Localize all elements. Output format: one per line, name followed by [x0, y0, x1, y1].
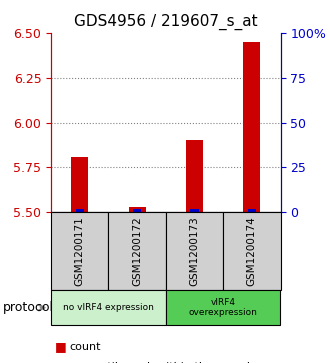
Text: GSM1200174: GSM1200174	[247, 216, 257, 286]
Bar	[243, 42, 260, 212]
Text: percentile rank within the sample: percentile rank within the sample	[69, 362, 257, 363]
Text: protocol: protocol	[3, 301, 54, 314]
Text: no vIRF4 expression: no vIRF4 expression	[63, 303, 154, 312]
Bar	[129, 207, 146, 212]
Text: GSM1200172: GSM1200172	[132, 216, 142, 286]
Bar	[186, 140, 203, 212]
Bar	[248, 209, 256, 212]
Bar	[133, 209, 142, 212]
Text: ■: ■	[54, 360, 66, 363]
Bar	[190, 209, 199, 212]
Text: ■: ■	[54, 340, 66, 353]
Text: GSM1200171: GSM1200171	[75, 216, 85, 286]
Text: GSM1200173: GSM1200173	[189, 216, 200, 286]
Title: GDS4956 / 219607_s_at: GDS4956 / 219607_s_at	[74, 14, 258, 30]
Text: count: count	[69, 342, 101, 352]
Bar	[76, 209, 84, 212]
Bar	[71, 157, 88, 212]
Text: vIRF4
overexpression: vIRF4 overexpression	[189, 298, 258, 317]
